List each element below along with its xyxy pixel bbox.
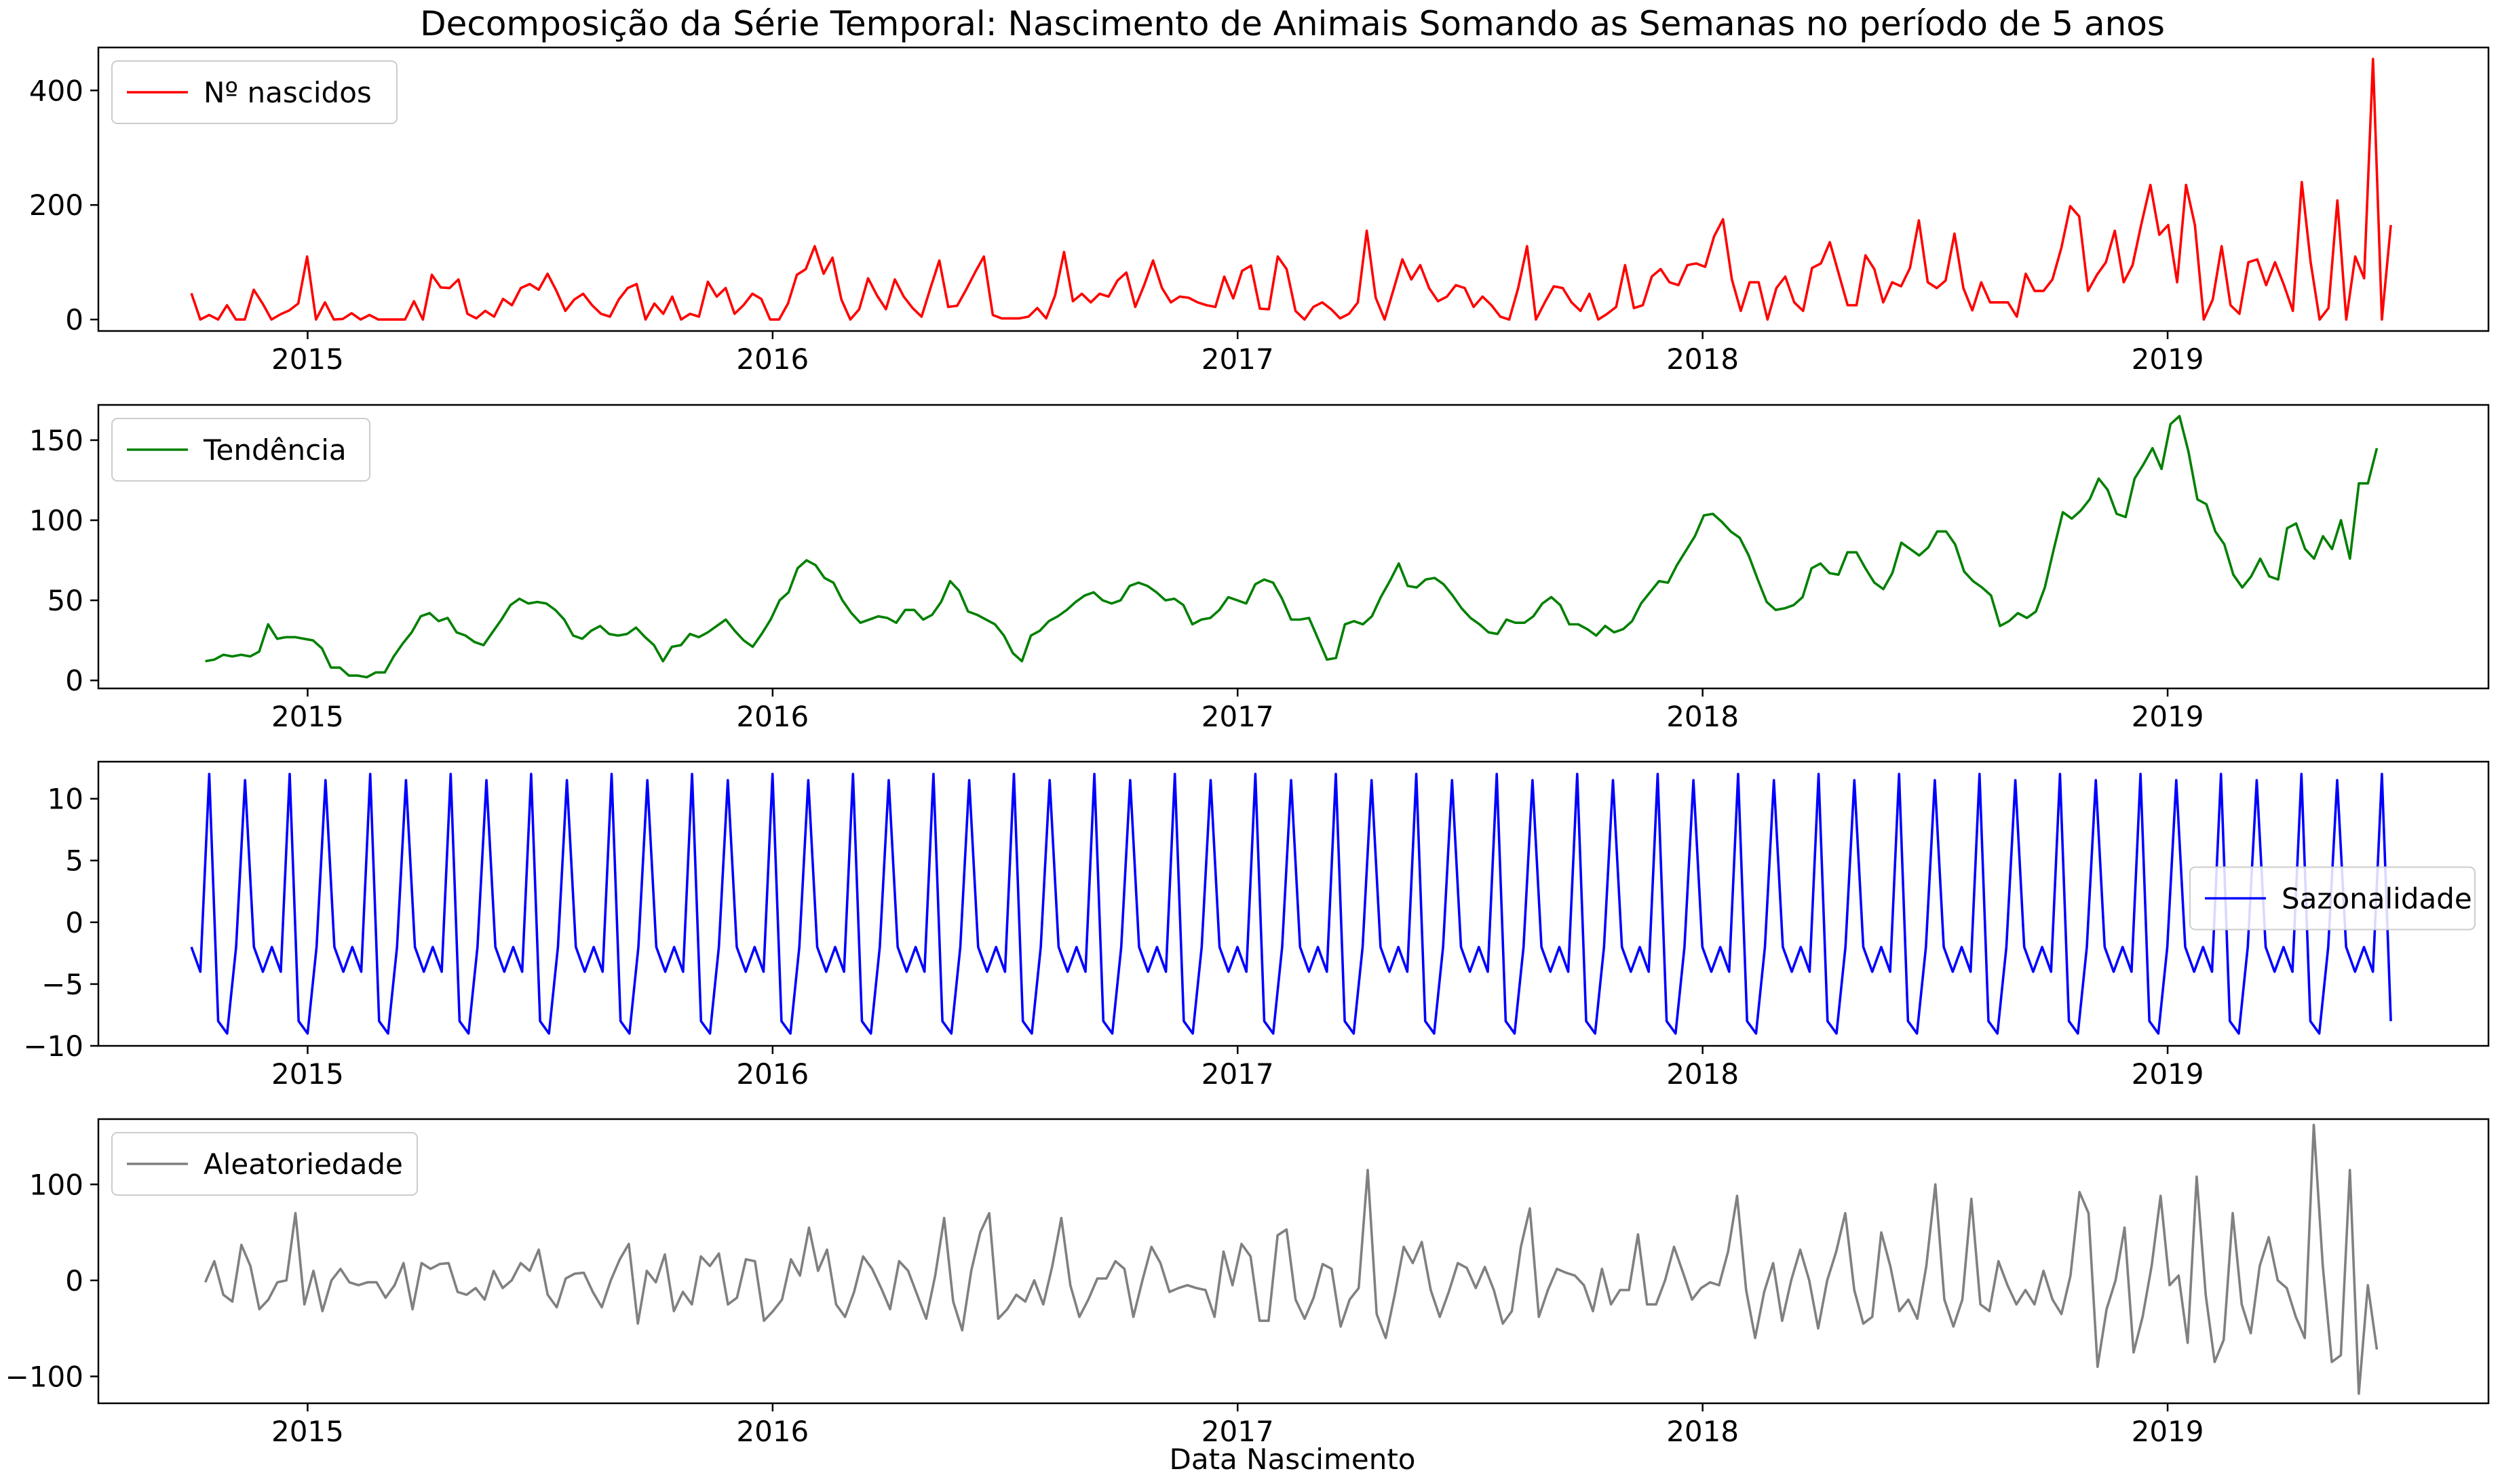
x-tick-label: 2016 (736, 700, 809, 733)
x-tick-label: 2015 (271, 700, 344, 733)
legend-box (2189, 866, 2476, 931)
x-tick-label: 2018 (1666, 1415, 1739, 1448)
legend: Aleatoriedade (111, 1132, 418, 1196)
x-tick-label: 2017 (1201, 700, 1274, 733)
x-tick-label: 2018 (1666, 1057, 1739, 1091)
legend: Nº nascidos (111, 60, 398, 124)
legend-box (111, 418, 370, 482)
y-tick-label: 400 (29, 74, 83, 107)
axes-frame (97, 404, 2490, 690)
legend: Sazonalidade (2189, 866, 2476, 931)
series-line (205, 414, 2379, 679)
x-tick-label: 2015 (271, 343, 344, 376)
axes-frame (97, 760, 2490, 1047)
y-tick-label: 150 (29, 424, 83, 457)
series-line (190, 58, 2392, 321)
x-tick-label: 2015 (271, 1057, 344, 1091)
legend-box (111, 1132, 418, 1196)
x-tick-label: 2017 (1201, 1057, 1274, 1091)
x-tick-label: 2016 (736, 343, 809, 376)
y-tick-label: 100 (29, 1168, 83, 1201)
x-tick-label: 2019 (2132, 343, 2204, 376)
legend-box (111, 60, 398, 124)
legend-label: Nº nascidos (204, 76, 372, 109)
panel-aleatoriedade: 2015 2016 2017 2018 2019 −100 0 100 Aleatoriedad… (5, 1118, 2490, 1448)
y-tick-label: 100 (29, 504, 83, 537)
x-tick-label: 2017 (1201, 343, 1274, 376)
y-tick-label: −100 (5, 1360, 83, 1393)
y-tick-label: 0 (65, 664, 83, 697)
legend: Tendência (111, 418, 370, 482)
x-tick-label: 2015 (271, 1415, 344, 1448)
y-tick-label: −10 (23, 1030, 83, 1063)
y-tick-label: 10 (47, 783, 83, 816)
y-tick-label: 0 (65, 303, 83, 336)
y-tick-label: −5 (41, 968, 83, 1001)
legend-label: Aleatoriedade (204, 1148, 403, 1181)
x-tick-label: 2018 (1666, 700, 1739, 733)
panel-sazonalidade: 2015 2016 2017 2018 2019 −10 −5 0 5 10 Sazonalidad… (23, 760, 2490, 1091)
series-line (190, 773, 2392, 1035)
panel-tendencia: 2015 2016 2017 2018 2019 0 50 100 150 Tendência (29, 404, 2490, 733)
axes-frame (97, 46, 2490, 332)
legend-label: Sazonalidade (2282, 882, 2472, 916)
y-tick-label: 0 (65, 1264, 83, 1297)
x-tick-label: 2019 (2132, 700, 2204, 733)
y-tick-label: 50 (47, 584, 83, 617)
y-tick-label: 5 (65, 844, 83, 878)
x-tick-label: 2019 (2132, 1057, 2204, 1091)
x-tick-label: 2019 (2132, 1415, 2204, 1448)
x-axis-label: Data Nascimento (1170, 1443, 1416, 1476)
figure-title: Decomposição da Série Temporal: Nascimen… (420, 4, 2165, 43)
x-tick-label: 2016 (736, 1057, 809, 1091)
x-tick-label: 2017 (1201, 1415, 1274, 1448)
x-tick-label: 2018 (1666, 343, 1739, 376)
legend-label: Tendência (203, 433, 347, 467)
axes-frame (97, 1118, 2490, 1405)
series-line (204, 1123, 2379, 1395)
y-tick-label: 0 (65, 906, 83, 939)
x-tick-label: 2016 (736, 1415, 809, 1448)
y-tick-label: 200 (29, 189, 83, 222)
panel-nascidos: 2015 2016 2017 2018 2019 0 200 400 Nº nascidos (29, 46, 2490, 376)
